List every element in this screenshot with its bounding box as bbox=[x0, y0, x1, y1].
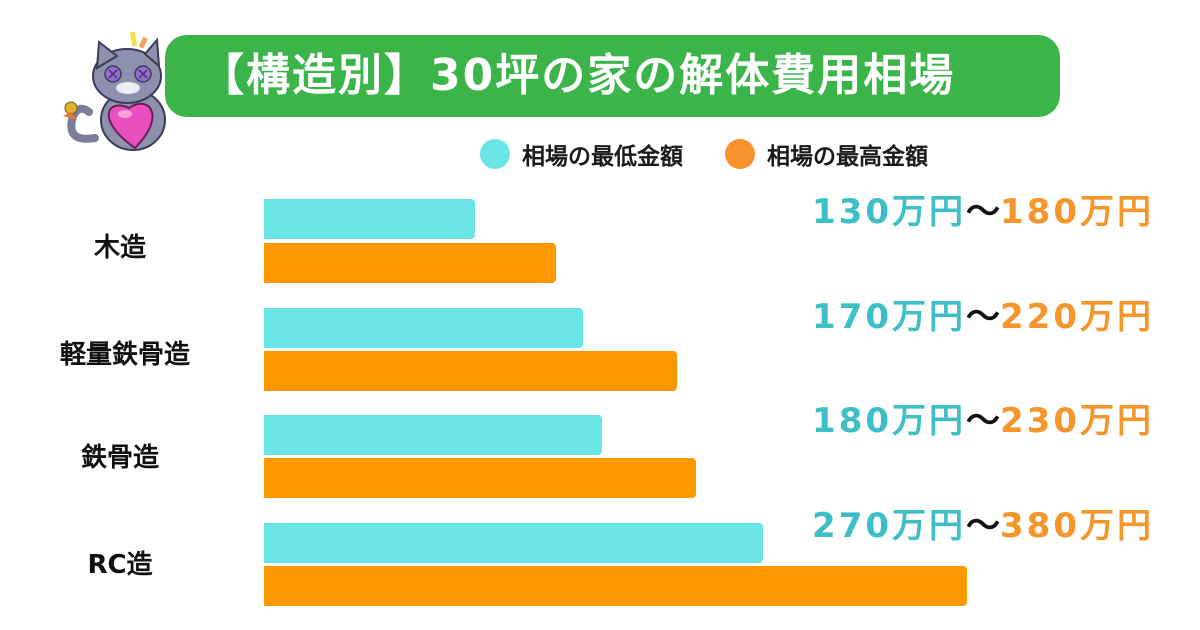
legend-label-min: 相場の最低金額 bbox=[522, 144, 683, 170]
range-label-wood: 130万円〜180万円 bbox=[812, 190, 1154, 234]
bar-steel-min bbox=[264, 415, 602, 455]
bar-light-steel-min bbox=[264, 308, 583, 348]
category-label-steel: 鉄骨造 bbox=[80, 443, 159, 473]
chart-title: 【構造別】30坪の家の解体費用相場 bbox=[200, 50, 956, 101]
category-label-wood: 木造 bbox=[93, 233, 146, 263]
range-label-light-steel: 170万円〜220万円 bbox=[812, 295, 1154, 339]
bar-rc-max bbox=[264, 566, 967, 606]
legend-dot-min-icon bbox=[480, 139, 510, 169]
range-min-value: 170万円 bbox=[812, 297, 967, 337]
range-max-value: 230万円 bbox=[1000, 401, 1154, 441]
range-max-value: 220万円 bbox=[1000, 297, 1154, 337]
range-separator: 〜 bbox=[966, 506, 1001, 546]
bar-light-steel-max bbox=[264, 351, 677, 391]
bar-wood-min bbox=[264, 199, 475, 239]
range-separator: 〜 bbox=[966, 401, 1001, 441]
legend-label-max: 相場の最高金額 bbox=[767, 144, 928, 170]
range-min-value: 130万円 bbox=[812, 192, 967, 232]
category-label-rc: RC造 bbox=[87, 550, 153, 580]
legend-item-min: 相場の最低金額 bbox=[480, 137, 683, 171]
legend: 相場の最低金額 相場の最高金額 bbox=[480, 138, 970, 170]
range-separator: 〜 bbox=[966, 192, 1001, 232]
range-label-rc: 270万円〜380万円 bbox=[812, 504, 1154, 548]
range-label-steel: 180万円〜230万円 bbox=[812, 399, 1154, 443]
range-separator: 〜 bbox=[966, 297, 1001, 337]
bar-steel-max bbox=[264, 458, 696, 498]
legend-item-max: 相場の最高金額 bbox=[725, 137, 928, 171]
range-min-value: 180万円 bbox=[812, 401, 967, 441]
range-max-value: 380万円 bbox=[1000, 506, 1154, 546]
bar-wood-max bbox=[264, 243, 556, 283]
title-banner bbox=[165, 35, 1060, 117]
range-min-value: 270万円 bbox=[812, 506, 967, 546]
bar-rc-min bbox=[264, 523, 763, 563]
legend-dot-max-icon bbox=[725, 139, 755, 169]
range-max-value: 180万円 bbox=[1000, 192, 1154, 232]
cat-mascot-illustration bbox=[63, 31, 166, 151]
category-label-light-steel: 軽量鉄骨造 bbox=[59, 340, 190, 370]
